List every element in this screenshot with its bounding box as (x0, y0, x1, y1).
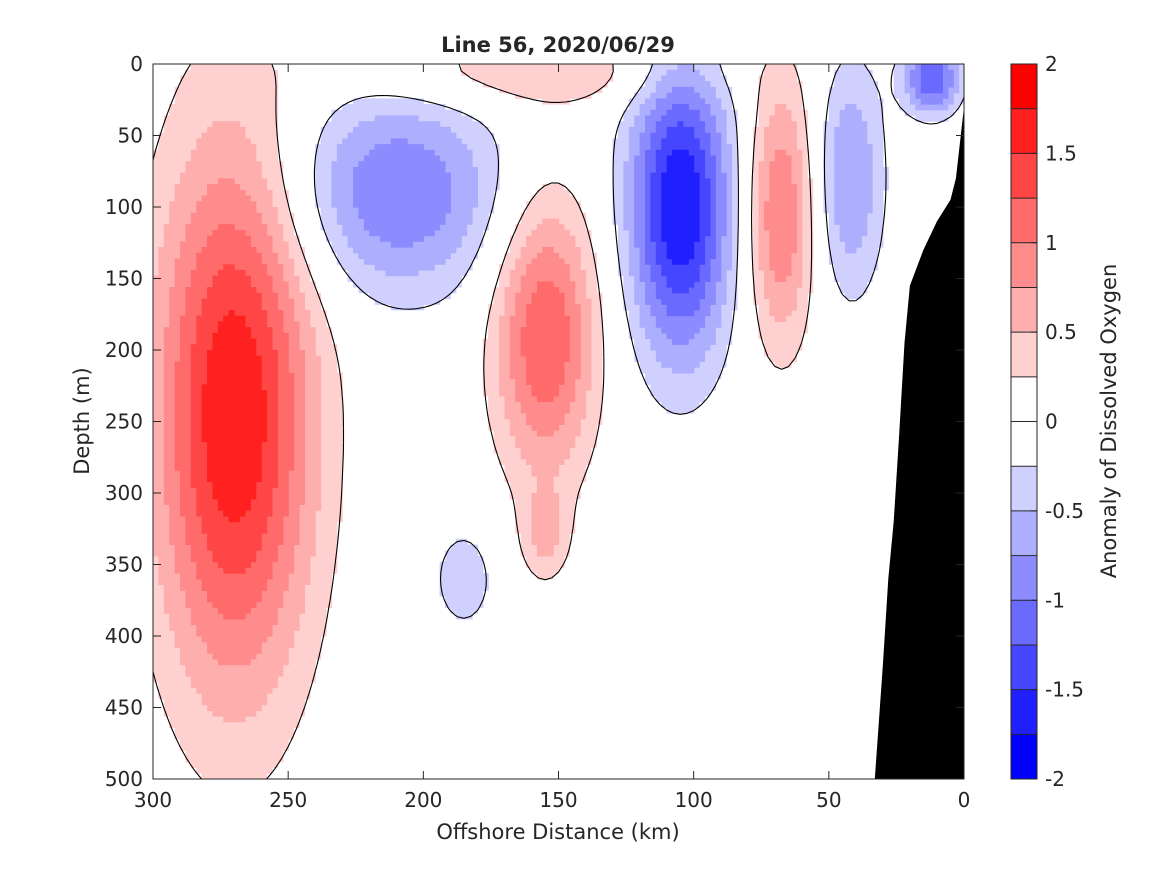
y-axis-label: Depth (m) (70, 367, 94, 474)
y-tick-label: 50 (118, 124, 143, 148)
colorbar-tick-label: 1 (1045, 231, 1058, 255)
zero-contour-lines (153, 64, 964, 779)
colorbar-tick-label: 0 (1045, 410, 1058, 434)
colorbar-tick-label: -1 (1045, 588, 1065, 612)
y-tick-label: 100 (105, 195, 143, 219)
anomaly-level-fill (353, 64, 954, 345)
colorbar-label: Anomaly of Dissolved Oxygen (1097, 264, 1121, 579)
zero-contour-line (153, 64, 964, 779)
x-axis: 300 250 200 150 100 50 0 (134, 64, 970, 812)
y-tick-label: 300 (105, 481, 143, 505)
colorbar-tick-label: -1.5 (1045, 678, 1084, 702)
colorbar-swatch (1011, 734, 1037, 780)
colorbar-swatch (1011, 242, 1037, 288)
colorbar-swatch (1011, 644, 1037, 690)
y-tick-label: 350 (105, 553, 143, 577)
x-axis-label: Offshore Distance (km) (436, 820, 679, 844)
colorbar-swatch (1011, 376, 1037, 422)
colorbar: -2 -1.5 -1 -0.5 0 0.5 1 1.5 2 (1010, 52, 1084, 791)
colorbar-swatch (1011, 689, 1037, 735)
colorbar-swatch (1011, 555, 1037, 601)
colorbar-tick-label: 1.5 (1045, 141, 1077, 165)
y-tick-label: 150 (105, 267, 143, 291)
colorbar-tick-label: -0.5 (1045, 499, 1084, 523)
anomaly-level-fill (661, 149, 700, 265)
x-tick-label: 250 (269, 788, 307, 812)
colorbar-tick-label: 0.5 (1045, 320, 1077, 344)
y-tick-label: 500 (105, 767, 143, 791)
y-tick-label: 400 (105, 624, 143, 648)
colorbar-swatch (1011, 466, 1037, 512)
y-tick-label: 250 (105, 410, 143, 434)
y-tick-label: 200 (105, 338, 143, 362)
colorbar-swatch (1011, 332, 1037, 378)
colorbar-swatch (1011, 64, 1037, 109)
y-tick-label: 450 (105, 696, 143, 720)
colorbar-swatch (1011, 153, 1037, 199)
colorbar-swatch (1011, 421, 1037, 467)
bathymetry-shape (874, 106, 964, 779)
colorbar-swatch (1011, 510, 1037, 556)
anomaly-level-fill (153, 64, 814, 779)
plot-area (152, 63, 965, 780)
anomaly-level-fill (174, 224, 570, 620)
y-axis: 0 50 100 150 200 250 300 350 400 450 500 (105, 52, 964, 791)
colorbar-tick-label: -2 (1045, 767, 1065, 791)
colorbar-swatch (1011, 600, 1037, 646)
colorbar-swatch (1011, 287, 1037, 333)
x-tick-label: 50 (816, 788, 841, 812)
x-tick-label: 100 (675, 788, 713, 812)
anomaly-level-fill (201, 309, 268, 523)
bathymetry-layer (874, 106, 964, 779)
chart-title: Line 56, 2020/06/29 (441, 33, 675, 57)
x-tick-label: 200 (404, 788, 442, 812)
anomaly-level-fill (163, 149, 797, 666)
x-tick-label: 150 (539, 788, 577, 812)
colorbar-swatch (1011, 108, 1037, 154)
x-tick-label: 300 (134, 788, 172, 812)
anomaly-level-fill (650, 121, 711, 294)
y-tick-label: 0 (130, 52, 143, 76)
colorbar-swatch (1011, 198, 1037, 244)
colorbar-tick-label: 2 (1045, 52, 1058, 76)
x-tick-label: 0 (958, 788, 971, 812)
anomaly-contour-layer (153, 64, 964, 779)
